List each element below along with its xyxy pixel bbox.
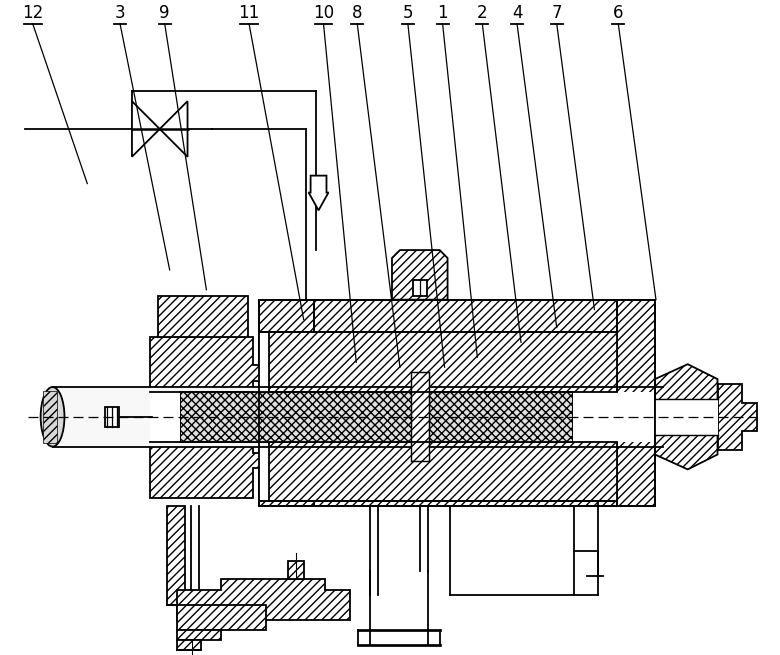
- Bar: [259, 392, 655, 441]
- Text: 11: 11: [239, 4, 260, 22]
- Text: 12: 12: [22, 4, 44, 22]
- Bar: [413, 280, 427, 295]
- Polygon shape: [179, 392, 572, 441]
- Text: 8: 8: [352, 4, 363, 22]
- Polygon shape: [167, 506, 185, 605]
- Polygon shape: [43, 391, 56, 443]
- Polygon shape: [259, 300, 655, 506]
- Polygon shape: [132, 101, 160, 157]
- Text: 9: 9: [159, 4, 170, 22]
- Text: 3: 3: [115, 4, 126, 22]
- Bar: [150, 392, 253, 441]
- Polygon shape: [160, 101, 187, 157]
- Text: 10: 10: [313, 4, 334, 22]
- Bar: [105, 407, 119, 426]
- Text: 4: 4: [512, 4, 523, 22]
- Text: 5: 5: [402, 4, 413, 22]
- Bar: [52, 387, 663, 447]
- Polygon shape: [176, 578, 350, 620]
- Bar: [655, 399, 718, 435]
- Polygon shape: [176, 640, 201, 650]
- Text: 2: 2: [477, 4, 488, 22]
- Polygon shape: [158, 295, 248, 337]
- Polygon shape: [655, 364, 718, 470]
- Polygon shape: [176, 630, 222, 640]
- Bar: [259, 333, 655, 501]
- Polygon shape: [269, 333, 617, 392]
- Text: 1: 1: [438, 4, 448, 22]
- Polygon shape: [392, 250, 448, 300]
- Polygon shape: [411, 372, 429, 462]
- Text: 7: 7: [551, 4, 562, 22]
- Text: 6: 6: [613, 4, 623, 22]
- Polygon shape: [269, 441, 617, 501]
- Polygon shape: [288, 561, 303, 578]
- Polygon shape: [718, 384, 757, 449]
- Polygon shape: [617, 300, 655, 506]
- Polygon shape: [259, 300, 314, 333]
- Polygon shape: [176, 605, 266, 630]
- Polygon shape: [309, 176, 328, 210]
- Polygon shape: [150, 337, 269, 498]
- Ellipse shape: [41, 387, 65, 447]
- Polygon shape: [259, 501, 314, 506]
